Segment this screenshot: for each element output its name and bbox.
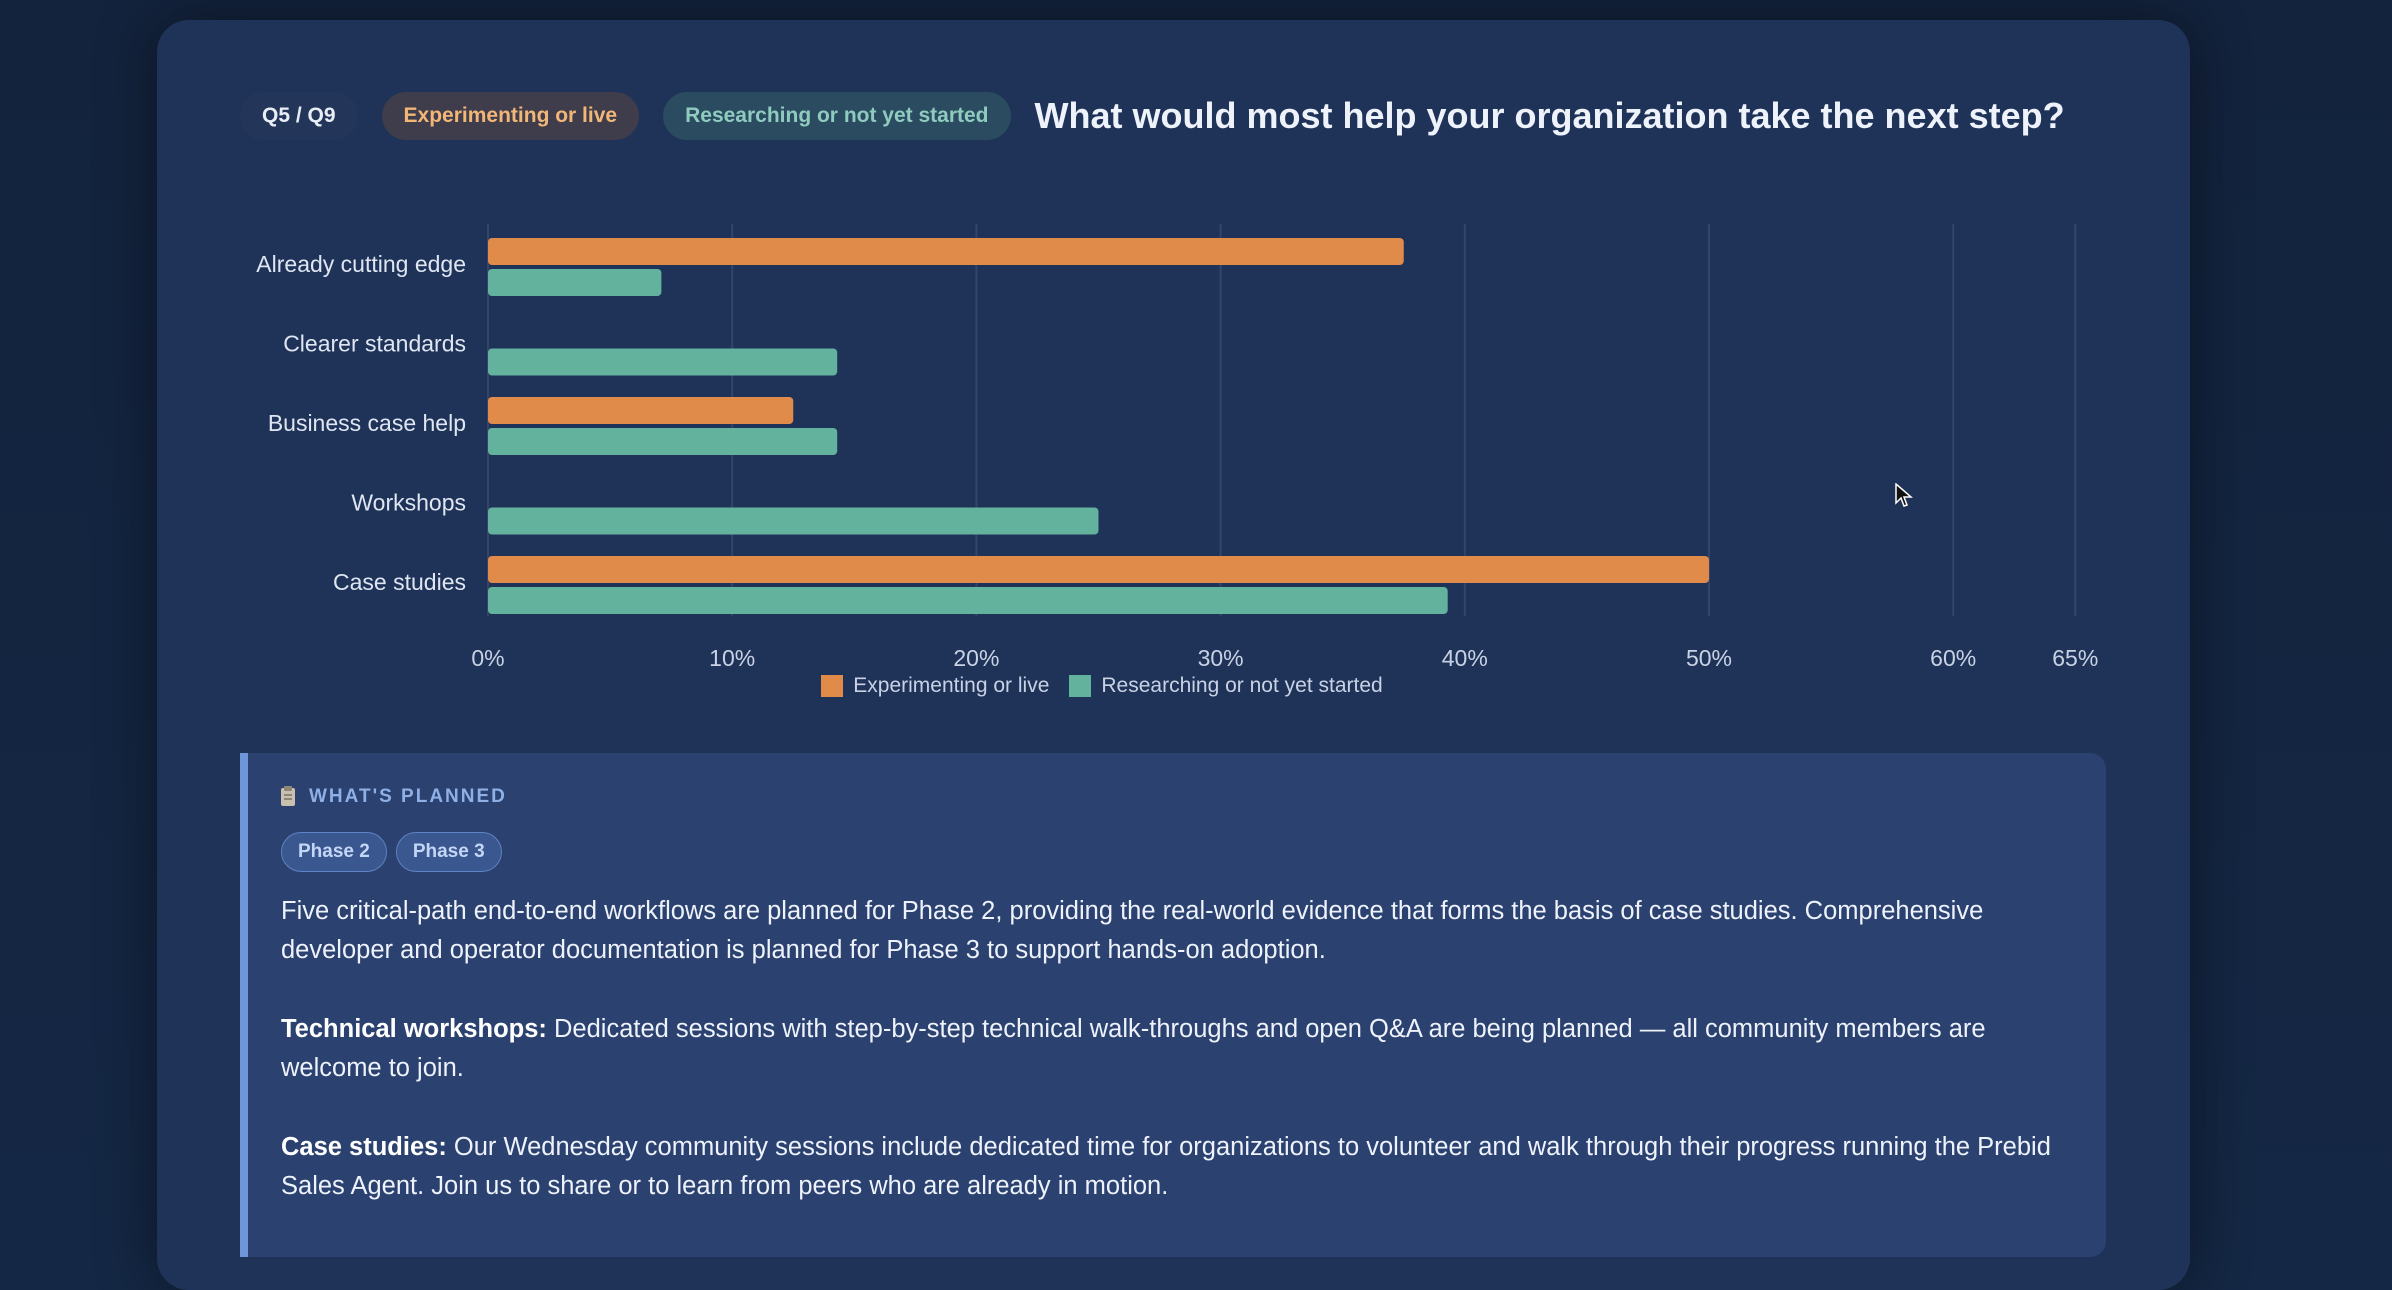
- mouse-cursor-icon: [1895, 483, 1913, 507]
- chart-legend: Experimenting or live Researching or not…: [157, 674, 2047, 698]
- category-label: Business case help: [268, 410, 466, 436]
- segment-pill-researching: Researching or not yet started: [663, 92, 1011, 140]
- x-tick-label: 40%: [1442, 645, 1488, 671]
- whats-planned-panel: WHAT'S PLANNED Phase 2 Phase 3 Five crit…: [240, 753, 2106, 1257]
- bar-researching: [488, 428, 838, 455]
- legend-item-researching[interactable]: Researching or not yet started: [1069, 674, 1383, 698]
- planned-heading-text: WHAT'S PLANNED: [309, 786, 507, 807]
- category-label: Workshops: [351, 490, 466, 516]
- phase-badges: Phase 2 Phase 3: [281, 832, 511, 872]
- x-tick-label: 65%: [2052, 645, 2098, 671]
- legend-item-experimenting[interactable]: Experimenting or live: [821, 674, 1049, 698]
- phase-badge: Phase 3: [395, 832, 502, 872]
- legend-swatch-experimenting: [821, 675, 844, 697]
- bar-chart: 0% 10% 20% 30% 40% 50% 60% 65% Already cutting e…: [157, 210, 2190, 750]
- legend-swatch-researching: [1069, 675, 1092, 697]
- x-tick-label: 20%: [953, 645, 999, 671]
- x-tick-label: 0%: [471, 645, 504, 671]
- legend-label-researching: Researching or not yet started: [1101, 674, 1383, 697]
- phase-badge: Phase 2: [281, 832, 387, 872]
- legend-label-experimenting: Experimenting or live: [853, 674, 1050, 697]
- planned-heading: WHAT'S PLANNED: [281, 786, 507, 808]
- case-studies-text: Our Wednesday community sessions include…: [281, 1133, 2051, 1200]
- bar-researching: [488, 507, 1099, 535]
- case-studies-paragraph: Case studies: Our Wednesday community se…: [281, 1128, 2071, 1206]
- question-title: What would most help your organization t…: [1034, 95, 2065, 136]
- bar-experimenting: [488, 238, 1404, 265]
- segment-pill-experimenting: Experimenting or live: [381, 92, 640, 140]
- bar-chart-svg: 0% 10% 20% 30% 40% 50% 60% 65% Already cutting e…: [256, 224, 2098, 671]
- bar-experimenting: [488, 556, 1709, 583]
- case-studies-label: Case studies:: [281, 1133, 447, 1161]
- x-tick-label: 50%: [1686, 645, 1732, 671]
- x-tick-label: 10%: [709, 645, 755, 671]
- bar-researching: [488, 269, 662, 296]
- x-tick-label: 30%: [1198, 645, 1244, 671]
- planned-paragraph: Five critical-path end-to-end workflows …: [281, 897, 1984, 964]
- question-card: Q5 / Q9 Experimenting or live Researchin…: [157, 20, 2190, 1290]
- bar-researching: [488, 587, 1448, 614]
- question-tag: Q5 / Q9: [240, 92, 358, 140]
- category-label: Case studies: [333, 569, 466, 595]
- workshops-paragraph: Technical workshops: Dedicated sessions …: [281, 1010, 2071, 1088]
- x-tick-label: 60%: [1930, 645, 1976, 671]
- card-header: Q5 / Q9 Experimenting or live Researchin…: [240, 91, 2065, 141]
- bar-researching: [488, 348, 838, 376]
- workshops-label: Technical workshops:: [281, 1015, 547, 1043]
- category-label: Already cutting edge: [256, 251, 466, 277]
- workshops-text: Dedicated sessions with step-by-step tec…: [281, 1015, 1986, 1082]
- bar-experimenting: [488, 397, 794, 424]
- clipboard-icon: [281, 786, 295, 806]
- category-label: Clearer standards: [283, 331, 466, 357]
